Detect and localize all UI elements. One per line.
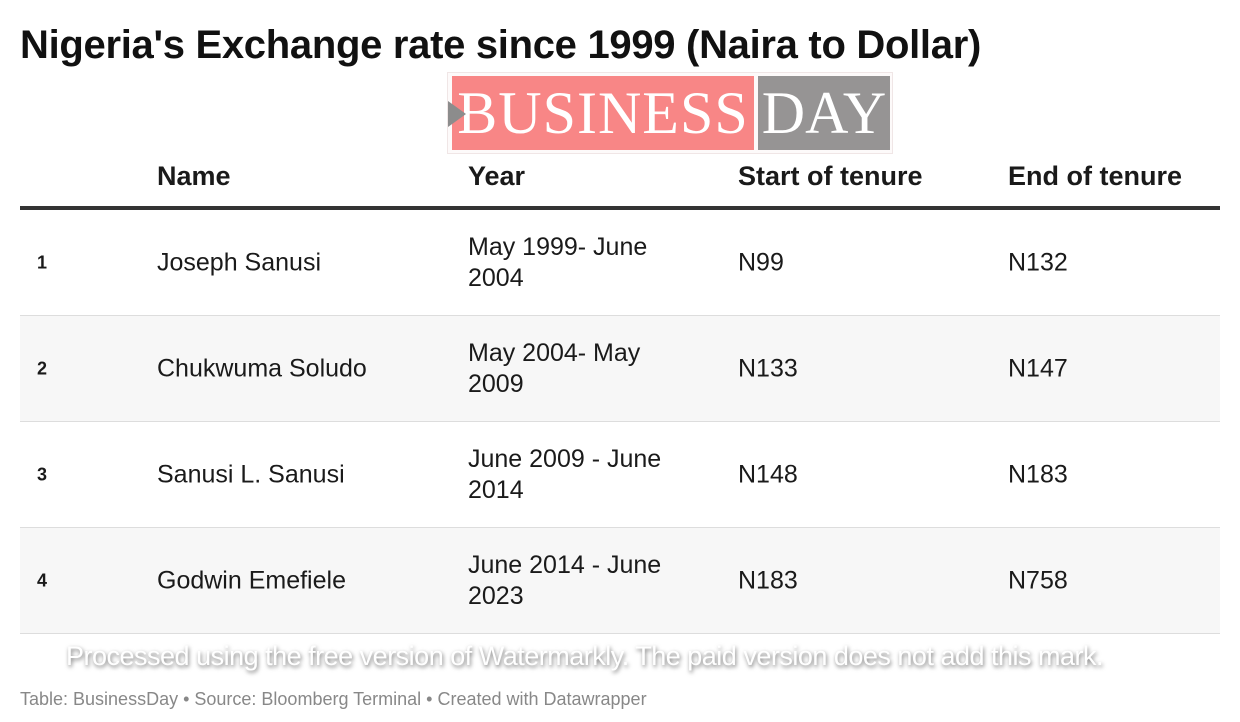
start-rate: N99	[738, 248, 784, 276]
start-rate: N148	[738, 460, 798, 488]
column-header-start: Start of tenure	[738, 161, 923, 191]
row-number: 1	[37, 252, 48, 272]
logo-business: BUSINESS	[452, 76, 754, 150]
tenure-years: May 1999- June 2004	[468, 232, 648, 292]
column-header-name: Name	[157, 161, 231, 191]
tenure-years: June 2014 - June 2023	[468, 550, 662, 610]
governor-name: Godwin Emefiele	[157, 566, 346, 594]
watermark: Processed using the free version of Wate…	[66, 641, 1104, 671]
end-rate: N758	[1008, 566, 1068, 594]
page-title: Nigeria's Exchange rate since 1999 (Nair…	[20, 23, 981, 67]
logo-day: DAY	[758, 76, 890, 150]
footer-source: Table: BusinessDay • Source: Bloomberg T…	[20, 689, 647, 709]
tenure-years: May 2004- May 2009	[468, 338, 641, 398]
logo-arrow-icon	[448, 101, 466, 127]
table-row: 4 Godwin Emefiele June 2014 - June 2023 N18…	[20, 528, 1220, 634]
start-rate: N183	[738, 566, 798, 594]
end-rate: N147	[1008, 354, 1068, 382]
governor-name: Sanusi L. Sanusi	[157, 460, 345, 488]
businessday-logo: BUSINESS DAY	[447, 72, 893, 154]
governor-name: Joseph Sanusi	[157, 248, 322, 276]
table-row: 2 Chukwuma Soludo May 2004- May 2009 N133 N1…	[20, 316, 1220, 422]
column-header-end: End of tenure	[1008, 161, 1182, 191]
end-rate: N183	[1008, 460, 1068, 488]
end-rate: N132	[1008, 248, 1068, 276]
table-header: Name Year Start of tenure End of tenure	[20, 148, 1220, 210]
start-rate: N133	[738, 354, 798, 382]
table-row: 1 Joseph Sanusi May 1999- June 2004 N99 N132	[20, 210, 1220, 316]
exchange-rate-table: Name Year Start of tenure End of tenure …	[20, 148, 1220, 634]
table-row: 3 Sanusi L. Sanusi June 2009 - June 2014 N1…	[20, 422, 1220, 528]
tenure-years: June 2009 - June 2014	[468, 444, 662, 504]
row-number: 2	[37, 358, 48, 378]
column-header-year: Year	[468, 161, 526, 191]
table-body: 1 Joseph Sanusi May 1999- June 2004 N99 N132…	[20, 210, 1220, 634]
row-number: 3	[37, 464, 48, 484]
governor-name: Chukwuma Soludo	[157, 354, 367, 382]
row-number: 4	[37, 570, 48, 590]
